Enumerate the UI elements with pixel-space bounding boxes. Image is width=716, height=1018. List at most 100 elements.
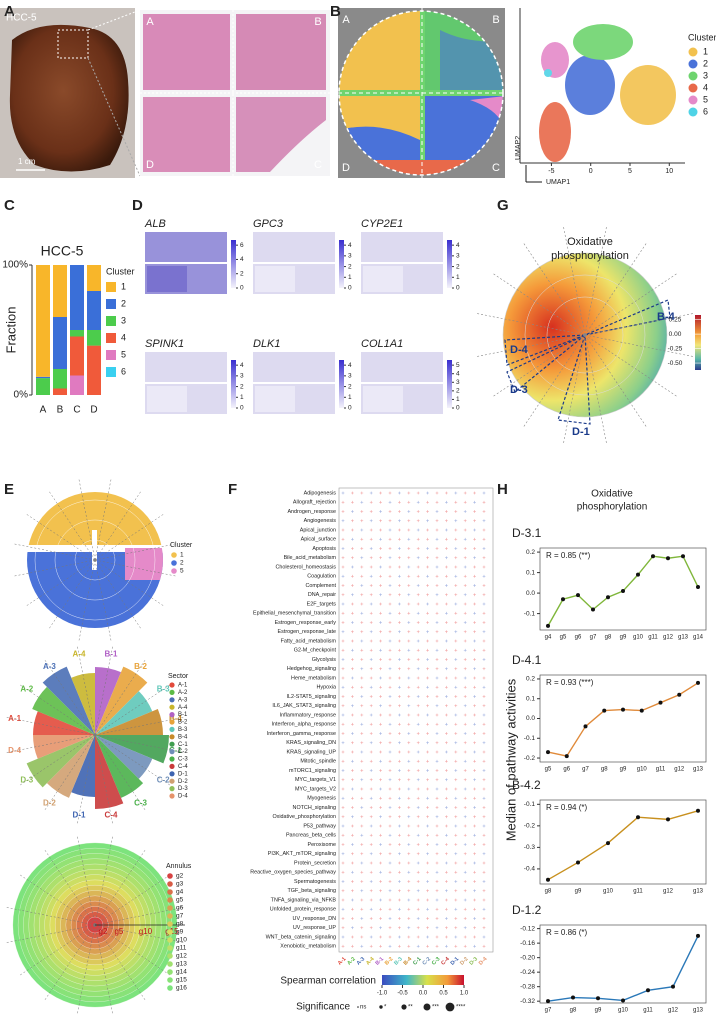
ns-cross — [445, 759, 448, 763]
sector-line — [94, 491, 141, 561]
legend-swatch — [169, 793, 175, 799]
ns-cross — [369, 611, 373, 615]
zoom-box — [57, 29, 89, 59]
ns-cross — [369, 639, 373, 643]
ns-cross — [341, 806, 345, 809]
colorbar-label: 3 — [348, 373, 352, 380]
legend-label: 2 — [703, 58, 708, 68]
bar-segment — [70, 330, 84, 337]
legend-label: 6 — [703, 106, 708, 116]
ns-cross — [435, 639, 439, 643]
bar-segment — [70, 375, 84, 395]
expression-map — [147, 386, 187, 412]
legend-label: 2 — [180, 560, 184, 567]
colorbar-label: 4 — [348, 242, 352, 249]
ns-cross — [379, 565, 382, 569]
ns-cross — [482, 880, 486, 883]
gene-name: DLK1 — [253, 338, 281, 350]
bar-segment — [87, 330, 101, 346]
x-tick-label: g13 — [693, 1008, 704, 1014]
ns-cross — [463, 926, 467, 930]
ns-cross — [398, 722, 401, 726]
ns-cross — [463, 796, 467, 800]
x-tick-label: g12 — [668, 1008, 679, 1014]
pathway-label: Oxidative_phosphorylation — [272, 814, 336, 820]
sector-label: C-4 — [440, 956, 451, 967]
point — [681, 554, 685, 559]
point — [636, 572, 640, 577]
legend-label: g16 — [176, 985, 187, 992]
ns-cross — [398, 852, 401, 856]
legend-label: g5 — [176, 897, 184, 904]
ns-cross — [463, 889, 467, 893]
ns-cross — [435, 500, 439, 504]
ns-cross — [388, 759, 392, 763]
ns-cross — [341, 796, 345, 800]
ns-cross — [426, 510, 429, 513]
ns-cross — [407, 565, 411, 569]
sector-wedge — [95, 691, 153, 735]
pathway-label: TGF_beta_signaling — [287, 888, 336, 894]
size-swatch — [423, 1003, 431, 1011]
ns-cross — [360, 584, 364, 587]
ns-cross — [445, 611, 448, 615]
x-tick-label: g9 — [575, 889, 582, 895]
ns-cross — [426, 547, 429, 550]
ns-cross — [341, 639, 345, 643]
ns-cross — [463, 547, 467, 550]
ns-cross — [341, 621, 345, 624]
ns-cross — [388, 935, 392, 939]
ns-cross — [407, 833, 411, 837]
ns-cross — [463, 870, 467, 874]
ns-cross — [360, 658, 364, 661]
ns-cross — [398, 759, 401, 763]
ns-cross — [369, 741, 373, 745]
ns-cross — [416, 528, 420, 532]
ns-cross — [388, 917, 392, 920]
ns-cross — [454, 593, 458, 597]
ns-cross — [341, 935, 345, 939]
ns-cross — [454, 648, 458, 652]
x-axis-label: UMAP1 — [546, 179, 570, 186]
ns-cross — [416, 843, 420, 846]
x-tick-label: g4 — [545, 635, 552, 641]
ns-cross — [388, 602, 392, 606]
ns-cross — [473, 565, 476, 569]
sector-wedge — [32, 686, 95, 735]
ns-cross — [445, 815, 448, 819]
ns-cross — [388, 796, 392, 800]
chart-title: B-4.2 — [512, 778, 541, 792]
sector-line — [20, 734, 96, 786]
sector-label: C-1 — [169, 746, 182, 755]
ns-cross — [360, 621, 364, 624]
sector-line — [94, 514, 164, 561]
ns-cross — [398, 796, 401, 800]
tile-label: C — [314, 159, 322, 171]
legend-label: 4 — [121, 332, 126, 342]
ns-cross — [473, 593, 476, 597]
ns-cross — [398, 537, 401, 541]
ns-cross — [388, 880, 392, 883]
ns-cross — [473, 528, 476, 532]
legend-label: 1 — [703, 46, 708, 56]
sector-label: C-3 — [134, 798, 147, 807]
ns-cross — [482, 806, 486, 809]
ns-cross — [351, 565, 354, 569]
ns-cross — [360, 593, 364, 597]
ns-cross — [407, 741, 411, 745]
ns-cross — [416, 824, 420, 828]
ns-cross — [416, 704, 420, 708]
ns-cross — [482, 870, 486, 874]
ns-cross — [463, 935, 467, 939]
sector-wedge — [95, 735, 153, 779]
ns-cross — [398, 593, 401, 597]
ns-cross — [426, 787, 429, 791]
ns-cross — [398, 556, 401, 560]
ns-cross — [360, 574, 364, 578]
ns-cross — [388, 898, 392, 902]
ns-cross — [445, 510, 448, 513]
sector-line — [94, 479, 112, 561]
ns-cross — [416, 574, 420, 578]
legend-swatch — [688, 59, 698, 69]
ns-cross — [426, 741, 429, 745]
